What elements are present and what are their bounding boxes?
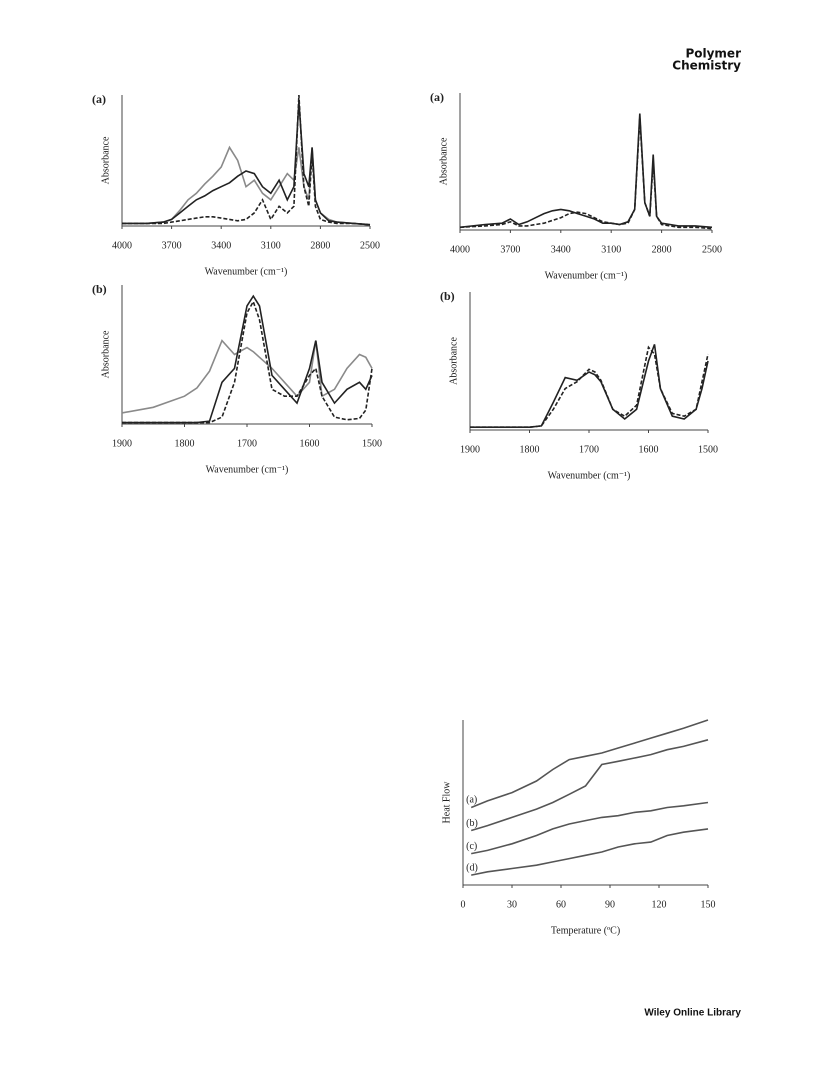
series-line [122, 299, 373, 424]
y-axis-label: Absorbance [100, 136, 111, 184]
x-tick-label: 2800 [652, 244, 672, 255]
series-line [122, 145, 371, 226]
panel-label: (a) [430, 90, 444, 104]
journal-name: Chemistry [672, 59, 741, 73]
series-line [470, 719, 709, 809]
x-tick-label: 2500 [702, 244, 722, 255]
journal-name: Polymer [685, 47, 741, 61]
x-tick-label: 3700 [500, 244, 520, 255]
x-tick-label: 2800 [310, 240, 330, 251]
x-axis-label: Temperature (ºC) [551, 925, 620, 936]
x-tick-label: 1900 [460, 444, 480, 455]
x-tick-label: 1500 [698, 444, 718, 455]
y-axis-label: Heat Flow [441, 781, 452, 824]
series-label: (d) [466, 862, 478, 873]
x-tick-label: 1500 [362, 438, 382, 449]
series-line [470, 344, 709, 428]
series-label: (c) [466, 841, 477, 852]
x-tick-label: 2500 [360, 240, 380, 251]
x-tick-label: 1800 [520, 444, 540, 455]
y-axis-label: Absorbance [438, 137, 449, 185]
x-tick-label: 3400 [211, 240, 231, 251]
x-tick-label: 3700 [162, 240, 182, 251]
x-tick-label: 90 [605, 899, 615, 910]
x-tick-label: 1700 [237, 438, 257, 449]
x-tick-label: 1800 [175, 438, 195, 449]
x-tick-label: 30 [507, 899, 517, 910]
x-tick-label: 1900 [112, 438, 132, 449]
x-axis-label: Wavenumber (cm⁻¹) [205, 266, 288, 277]
x-tick-label: 3400 [551, 244, 571, 255]
series-line [121, 339, 373, 414]
x-tick-label: 3100 [261, 240, 281, 251]
x-tick-label: 1600 [639, 444, 659, 455]
x-tick-label: 1700 [579, 444, 599, 455]
y-axis-label: Absorbance [448, 337, 459, 385]
panel-label: (a) [92, 92, 106, 106]
footer: Wiley Online Library [644, 1008, 741, 1019]
x-tick-label: 120 [652, 899, 667, 910]
series-line [122, 101, 371, 226]
series-line [459, 117, 713, 230]
x-tick-label: 0 [461, 899, 466, 910]
x-tick-label: 4000 [112, 240, 132, 251]
x-tick-label: 1600 [300, 438, 320, 449]
series-line [470, 739, 709, 832]
x-axis-label: Wavenumber (cm⁻¹) [545, 270, 628, 281]
panel-label: (b) [92, 282, 107, 296]
panel-label: (b) [440, 289, 455, 303]
series-line [459, 113, 713, 229]
x-axis-label: Wavenumber (cm⁻¹) [548, 470, 631, 481]
series-label: (b) [466, 818, 478, 829]
x-axis-label: Wavenumber (cm⁻¹) [206, 464, 289, 475]
series-line [471, 828, 709, 876]
x-tick-label: 4000 [450, 244, 470, 255]
y-axis-label: Absorbance [100, 330, 111, 378]
series-line [471, 801, 709, 855]
series-label: (a) [466, 795, 477, 806]
x-tick-label: 150 [701, 899, 716, 910]
x-tick-label: 60 [556, 899, 566, 910]
x-tick-label: 3100 [601, 244, 621, 255]
series-line [470, 345, 709, 428]
series-line [122, 94, 371, 226]
